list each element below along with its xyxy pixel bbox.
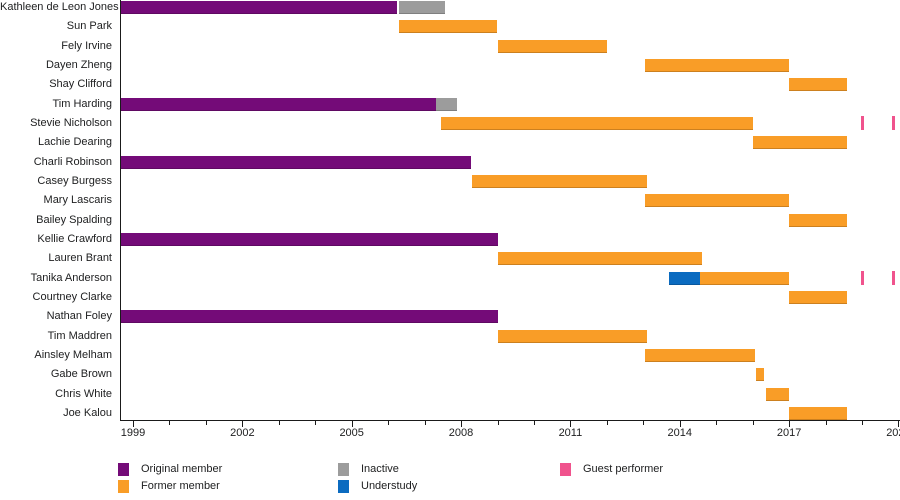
axis-tick xyxy=(898,421,900,427)
legend-swatch-former xyxy=(118,480,129,493)
timeline-bar-former xyxy=(789,290,848,304)
axis-tick xyxy=(533,421,535,425)
timeline-bar-former xyxy=(789,213,848,227)
legend: Original member Former member Inactive Unde… xyxy=(0,455,900,500)
row-label: Kellie Crawford xyxy=(37,232,112,245)
axis-tick xyxy=(862,421,863,425)
axis-tick xyxy=(242,421,244,427)
axis-tick-label: 2011 xyxy=(558,427,583,439)
timeline-bar-former xyxy=(497,329,647,343)
axis-tick xyxy=(716,421,718,425)
timeline-bar-former xyxy=(645,58,790,72)
axis-tick-label: 2008 xyxy=(448,427,474,439)
axis-tick xyxy=(461,421,463,427)
axis-tick-label: 2020 xyxy=(886,427,900,439)
timeline-bar-original xyxy=(121,155,471,169)
axis-tick xyxy=(825,421,827,425)
timeline-bar-former xyxy=(752,136,848,150)
row-label: Gabe Brown xyxy=(50,368,112,381)
row-label: Charli Robinson xyxy=(33,155,112,168)
axis-tick xyxy=(679,421,681,427)
row-label: Casey Burgess xyxy=(37,174,112,187)
row-label: Ainsley Melham xyxy=(34,348,112,361)
axis-tick xyxy=(789,421,791,427)
legend-label: Guest performer xyxy=(583,463,664,475)
axis-tick xyxy=(351,421,353,427)
timeline-bar-guest xyxy=(891,271,895,286)
axis-tick xyxy=(752,421,754,425)
timeline-bar-understudy xyxy=(668,271,700,285)
timeline-bar-former xyxy=(497,252,702,266)
row-label: Stevie Nicholson xyxy=(30,116,112,129)
x-axis-line xyxy=(120,420,900,421)
timeline-bar-guest xyxy=(861,271,864,286)
row-label: Mary Lascaris xyxy=(43,194,112,207)
axis-tick xyxy=(388,421,390,425)
legend-label: Inactive xyxy=(361,463,399,475)
axis-tick xyxy=(205,421,207,425)
row-label: Kathleen de Leon Jones xyxy=(0,1,119,13)
timeline-bar-original xyxy=(121,1,398,14)
timeline-bar-former xyxy=(645,348,756,362)
legend-label: Understudy xyxy=(361,480,418,492)
timeline-bar-former xyxy=(789,78,848,92)
row-label: Nathan Foley xyxy=(46,310,112,323)
timeline-bar-original xyxy=(121,310,498,324)
row-label: Tim Harding xyxy=(52,97,113,110)
legend-label: Former member xyxy=(141,480,220,492)
axis-tick xyxy=(424,421,426,425)
axis-tick xyxy=(278,421,280,425)
y-axis-line xyxy=(120,0,121,421)
axis-tick xyxy=(497,421,499,425)
legend-label: Original member xyxy=(141,463,223,475)
timeline-bar-original xyxy=(121,97,436,111)
row-label: Courtney Clarke xyxy=(32,290,112,303)
timeline-bar-original xyxy=(121,232,498,246)
row-label: Joe Kalou xyxy=(63,406,112,419)
row-label: Tim Maddren xyxy=(47,329,112,342)
axis-tick xyxy=(643,421,645,425)
timeline-bar-inactive xyxy=(435,97,458,111)
timeline-bar-former xyxy=(756,368,765,382)
timeline-bar-former xyxy=(645,194,790,208)
axis-tick xyxy=(570,421,572,427)
timeline-bar-guest xyxy=(891,116,895,131)
legend-swatch-inactive xyxy=(338,463,349,476)
timeline-bar-former xyxy=(497,39,607,53)
axis-tick xyxy=(169,421,171,425)
row-label: Dayen Zheng xyxy=(45,58,112,71)
row-label: Sun Park xyxy=(66,20,112,33)
row-label: Tanika Anderson xyxy=(30,271,112,284)
row-label: Lachie Dearing xyxy=(38,136,112,149)
axis-tick-label: 1999 xyxy=(120,427,146,439)
timeline-bar-former xyxy=(789,406,848,420)
row-label: Fely Irvine xyxy=(61,39,112,52)
timeline-bar-former xyxy=(699,271,790,285)
timeline-bar-guest xyxy=(861,116,864,131)
timeline-bar-former xyxy=(441,116,753,130)
row-label: Chris White xyxy=(55,387,112,400)
axis-tick-label: 2017 xyxy=(776,427,802,439)
axis-tick xyxy=(133,421,134,427)
timeline-bar-inactive xyxy=(399,1,445,14)
timeline-bar-former xyxy=(399,20,498,34)
timeline-bar-former xyxy=(471,174,647,188)
row-label: Bailey Spalding xyxy=(36,213,112,226)
axis-tick-label: 2002 xyxy=(230,427,255,439)
membership-timeline-chart: Kathleen de Leon Jones Sun Park Fely Irvin… xyxy=(0,0,900,439)
legend-swatch-guest xyxy=(560,463,571,476)
legend-swatch-original xyxy=(118,463,129,476)
timeline-bar-former xyxy=(766,387,790,401)
axis-tick xyxy=(606,421,608,425)
axis-tick-label: 2005 xyxy=(339,427,364,439)
row-label: Shay Clifford xyxy=(49,78,112,91)
axis-tick-label: 2014 xyxy=(667,427,692,439)
axis-tick xyxy=(315,421,317,425)
legend-swatch-understudy xyxy=(338,480,349,493)
row-label: Lauren Brant xyxy=(48,252,112,265)
